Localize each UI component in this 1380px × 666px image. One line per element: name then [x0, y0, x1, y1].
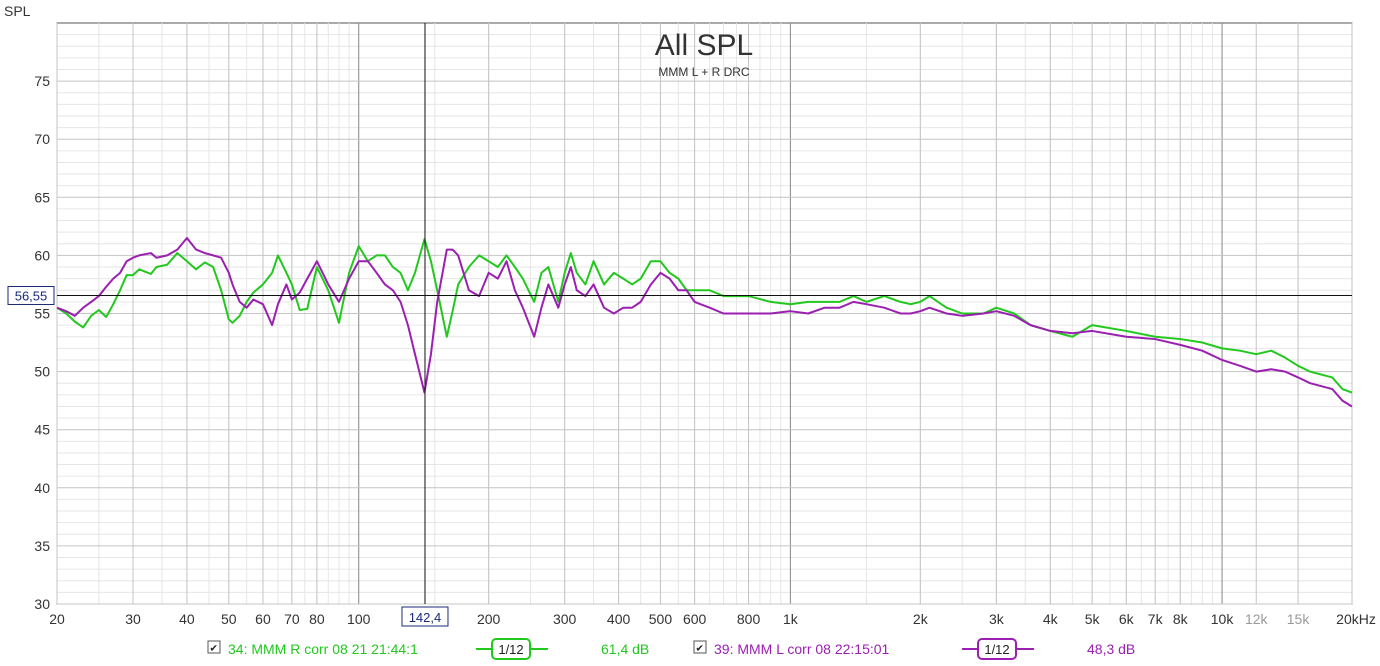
legend-cursor-value: 61,4 dB	[601, 641, 649, 657]
x-tick-label: 12k	[1245, 611, 1269, 627]
legend-entry-1: ✔ 34: MMM R corr 08 21 21:44:1 1/12 61,4 dB	[207, 638, 649, 660]
cursor-x-label: 142,4	[409, 610, 442, 625]
cursor-y-box	[7, 285, 55, 305]
series-line-2	[56, 236, 1353, 408]
x-tick-label: 60	[255, 611, 271, 627]
chart-subtitle: MMM L + R DRC	[658, 65, 750, 79]
y-tick-label: 50	[34, 364, 50, 380]
x-tick-label: 3k	[989, 611, 1005, 627]
x-tick-label: 7k	[1148, 611, 1164, 627]
x-tick-label: 10k	[1211, 611, 1235, 627]
cursor-layer[interactable]	[57, 23, 1352, 604]
y-tick-label: 55	[34, 306, 50, 322]
x-tick-label: 2k	[913, 611, 929, 627]
x-tick-label: 80	[309, 611, 325, 627]
series-layer	[56, 236, 1353, 408]
legend-series-name: 39: MMM L corr 08 22:15:01	[714, 641, 890, 657]
y-tick-label: 30	[34, 596, 50, 612]
x-tick-label: 600	[683, 611, 707, 627]
x-tick-label: 30	[125, 611, 141, 627]
x-tick-label: 100	[347, 611, 371, 627]
cursor-x-box	[401, 606, 449, 627]
major-grid	[56, 23, 1353, 605]
legend-entry-2: ✔ 39: MMM L corr 08 22:15:01 1/12 48,3 dB	[693, 638, 1135, 660]
x-tick-label: 5k	[1085, 611, 1101, 627]
legend-smoothing-label: 1/12	[984, 642, 1009, 657]
y-tick-label: 60	[34, 247, 50, 263]
legend-smoothing-box[interactable]	[491, 638, 531, 660]
x-tick-label: 300	[553, 611, 577, 627]
legend-checkbox[interactable]	[207, 640, 221, 654]
y-tick-label: 75	[34, 73, 50, 89]
checkmark-icon: ✔	[210, 644, 218, 655]
x-tick-label: 70	[284, 611, 300, 627]
x-tick-label: 20	[49, 611, 65, 627]
series-line-1	[56, 238, 1353, 394]
cursor-x-readout: 142,4	[401, 606, 449, 627]
y-tick-label: 70	[34, 131, 50, 147]
y-tick-label: 65	[34, 189, 50, 205]
x-tick-label: 50	[221, 611, 237, 627]
chart-title: All SPL	[655, 29, 753, 62]
x-tick-label: 6k	[1119, 611, 1135, 627]
legend-series-name: 34: MMM R corr 08 21 21:44:1	[228, 641, 418, 657]
legend-cursor-value: 48,3 dB	[1087, 641, 1135, 657]
y-axis-title: SPL	[4, 3, 31, 19]
cursor-y-label: 56,55	[15, 288, 48, 303]
x-tick-label: 8k	[1173, 611, 1189, 627]
x-tick-label: 200	[477, 611, 501, 627]
x-tick-label: 4k	[1043, 611, 1059, 627]
y-tick-label: 35	[34, 538, 50, 554]
y-tick-label: 45	[34, 422, 50, 438]
legend: ✔ 34: MMM R corr 08 21 21:44:1 1/12 61,4 dB…	[207, 638, 1135, 660]
y-tick-label: 40	[34, 480, 50, 496]
axis-ticks: 20 30 40 50 60 70 80 100 200 300 400 500 600 800 1k 2k 3…	[7, 73, 1376, 627]
legend-smoothing-box[interactable]	[977, 638, 1017, 660]
x-tick-label: 800	[737, 611, 761, 627]
x-tick-label: 40	[179, 611, 195, 627]
x-tick-label: 400	[607, 611, 631, 627]
x-tick-label: 1k	[783, 611, 799, 627]
x-tick-label: 15k	[1287, 611, 1311, 627]
checkmark-icon: ✔	[696, 644, 704, 655]
legend-smoothing-label: 1/12	[498, 642, 523, 657]
x-tick-label: 500	[649, 611, 673, 627]
cursor-y-readout: 56,55	[7, 285, 55, 305]
x-tick-label: 20kHz	[1336, 611, 1376, 627]
legend-checkbox[interactable]	[693, 640, 707, 654]
